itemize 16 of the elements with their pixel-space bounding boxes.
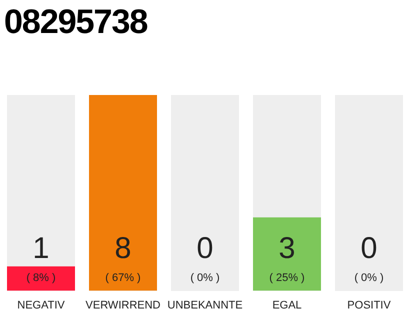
annotation: ( 0% )	[190, 272, 220, 284]
annotation: ( 0% )	[354, 272, 384, 284]
annotation: ( 25% )	[269, 272, 305, 284]
annotation: ( 8% )	[26, 272, 56, 284]
chart-title: 08295738	[4, 2, 148, 43]
data-label: 0	[360, 232, 378, 265]
x-tick-label: NEGATIV	[17, 299, 66, 312]
x-tick-label: UNBEKANNTE	[167, 299, 243, 312]
data-label: 1	[32, 232, 50, 265]
x-tick-label: POSITIV	[347, 299, 392, 312]
data-label: 3	[278, 232, 296, 265]
x-tick-label: EGAL	[272, 299, 302, 312]
data-label: 8	[114, 232, 132, 265]
annotation: ( 67% )	[105, 272, 141, 284]
x-tick-label: VERWIRREND	[86, 299, 161, 312]
data-label: 0	[196, 232, 214, 265]
